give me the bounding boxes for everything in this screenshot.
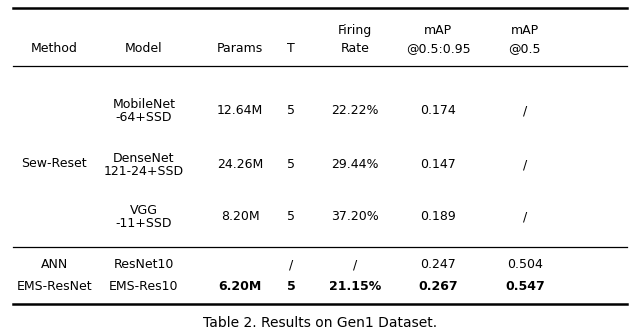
Text: 0.247: 0.247	[420, 258, 456, 271]
Text: -11+SSD: -11+SSD	[116, 217, 172, 230]
Text: 5: 5	[287, 210, 295, 223]
Text: 0.174: 0.174	[420, 104, 456, 117]
Text: 12.64M: 12.64M	[217, 104, 263, 117]
Text: /: /	[523, 210, 527, 223]
Text: 5: 5	[287, 158, 295, 171]
Text: 0.547: 0.547	[505, 280, 545, 293]
Text: Sew-Reset: Sew-Reset	[22, 157, 87, 170]
Text: 8.20M: 8.20M	[221, 210, 259, 223]
Text: ANN: ANN	[41, 258, 68, 271]
Text: mAP: mAP	[511, 24, 539, 37]
Text: Rate: Rate	[340, 42, 370, 55]
Text: @0.5: @0.5	[509, 42, 541, 55]
Text: 37.20%: 37.20%	[332, 210, 379, 223]
Text: /: /	[353, 258, 357, 271]
Text: 0.189: 0.189	[420, 210, 456, 223]
Text: 0.147: 0.147	[420, 158, 456, 171]
Text: 5: 5	[287, 104, 295, 117]
Text: 0.504: 0.504	[507, 258, 543, 271]
Text: DenseNet: DenseNet	[113, 152, 175, 165]
Text: /: /	[289, 258, 293, 271]
Text: 5: 5	[287, 280, 296, 293]
Text: /: /	[523, 158, 527, 171]
Text: T: T	[287, 42, 295, 55]
Text: 29.44%: 29.44%	[332, 158, 379, 171]
Text: Method: Method	[31, 42, 78, 55]
Text: 24.26M: 24.26M	[217, 158, 263, 171]
Text: 21.15%: 21.15%	[329, 280, 381, 293]
Text: /: /	[523, 104, 527, 117]
Text: ResNet10: ResNet10	[114, 258, 174, 271]
Text: Params: Params	[217, 42, 263, 55]
Text: EMS-Res10: EMS-Res10	[109, 280, 179, 293]
Text: @0.5:0.95: @0.5:0.95	[406, 42, 470, 55]
Text: mAP: mAP	[424, 24, 452, 37]
Text: 121-24+SSD: 121-24+SSD	[104, 165, 184, 178]
Text: EMS-ResNet: EMS-ResNet	[17, 280, 92, 293]
Text: -64+SSD: -64+SSD	[116, 111, 172, 124]
Text: Table 2. Results on Gen1 Dataset.: Table 2. Results on Gen1 Dataset.	[203, 316, 437, 330]
Text: VGG: VGG	[130, 204, 158, 217]
Text: Firing: Firing	[338, 24, 372, 37]
Text: Model: Model	[125, 42, 163, 55]
Text: 22.22%: 22.22%	[332, 104, 379, 117]
Text: 6.20M: 6.20M	[218, 280, 262, 293]
Text: 0.267: 0.267	[419, 280, 458, 293]
Text: MobileNet: MobileNet	[113, 98, 175, 111]
